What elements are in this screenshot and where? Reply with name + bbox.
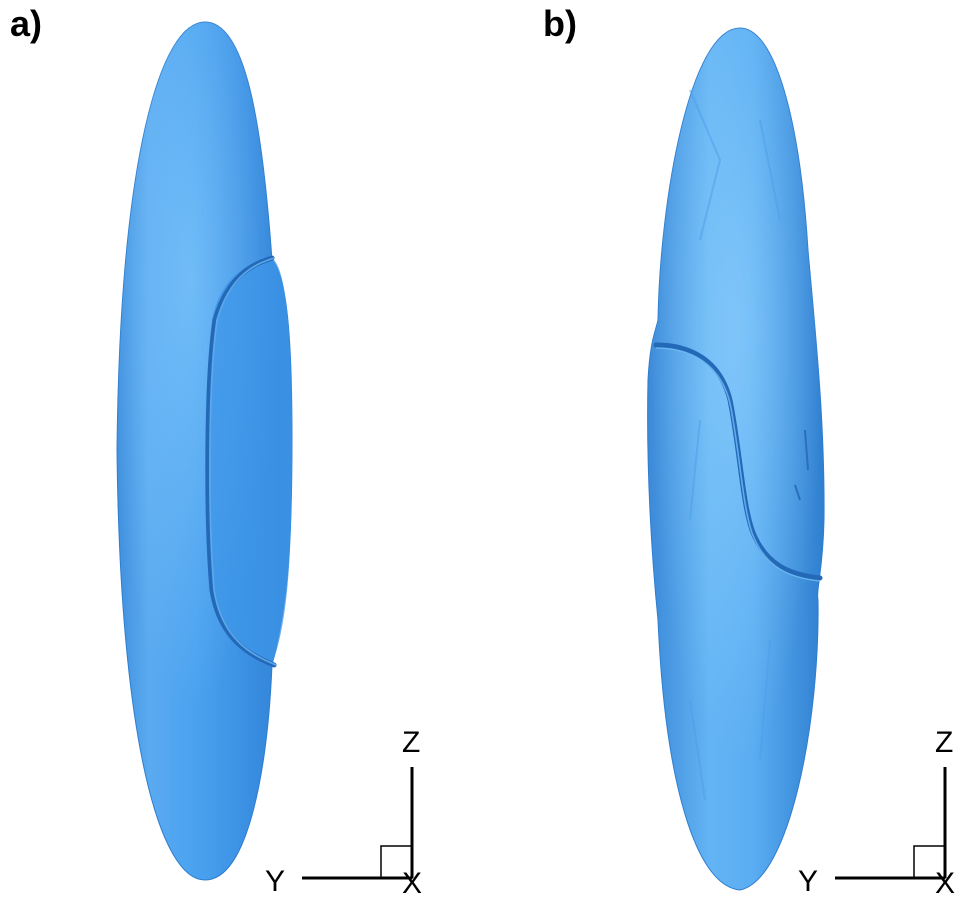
panel-a-label: a) <box>10 3 43 44</box>
droplet-a-crease <box>205 255 277 668</box>
axis-triad-a: Z Y X <box>265 726 422 899</box>
axis-triad-b: Z Y X <box>798 726 955 899</box>
droplet-a-highlight <box>117 22 292 880</box>
axis-b-z-label: Z <box>935 726 953 759</box>
axis-b-y-label: Y <box>798 865 818 898</box>
axis-a-x-label: X <box>402 867 422 899</box>
droplet-b <box>647 27 825 891</box>
axis-a-z-label: Z <box>402 726 420 759</box>
axis-b-x-label: X <box>935 867 955 899</box>
droplet-a-lobe <box>206 258 292 665</box>
droplet-a <box>116 21 293 881</box>
droplet-b-highlight <box>647 28 825 890</box>
panel-b-label: b) <box>543 3 577 44</box>
axis-a-y-label: Y <box>265 865 285 898</box>
